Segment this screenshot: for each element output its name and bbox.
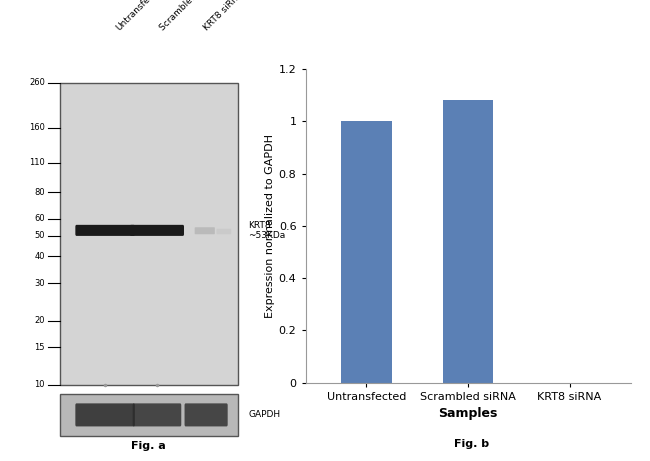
Text: 15: 15 [34,343,45,352]
Text: Fig. b: Fig. b [454,439,489,449]
Text: Fig. a: Fig. a [131,441,166,451]
Text: 30: 30 [34,278,45,288]
Text: 110: 110 [29,158,45,167]
FancyBboxPatch shape [60,83,237,385]
Y-axis label: Expression normalized to GAPDH: Expression normalized to GAPDH [265,134,274,318]
Text: KRT8 siRNA: KRT8 siRNA [202,0,245,32]
Text: 50: 50 [34,231,45,240]
Text: Untransfected: Untransfected [114,0,166,32]
FancyBboxPatch shape [60,394,237,436]
Bar [443,100,493,383]
FancyBboxPatch shape [216,229,231,234]
FancyBboxPatch shape [133,403,181,426]
Text: 260: 260 [29,78,45,88]
FancyBboxPatch shape [130,225,184,236]
Bar [341,121,392,383]
Text: 20: 20 [34,316,45,325]
X-axis label: Samples: Samples [438,407,498,420]
Text: GAPDH: GAPDH [248,410,281,420]
Text: 60: 60 [34,214,45,224]
FancyBboxPatch shape [75,225,135,236]
FancyBboxPatch shape [75,403,135,426]
Text: 10: 10 [34,380,45,390]
FancyBboxPatch shape [194,227,215,234]
Text: 40: 40 [34,252,45,261]
Text: KRT8
~53KDa: KRT8 ~53KDa [248,221,286,240]
Text: Scrambled siRNA: Scrambled siRNA [159,0,220,32]
FancyBboxPatch shape [185,403,228,426]
Text: 160: 160 [29,124,45,132]
Text: 80: 80 [34,188,45,197]
